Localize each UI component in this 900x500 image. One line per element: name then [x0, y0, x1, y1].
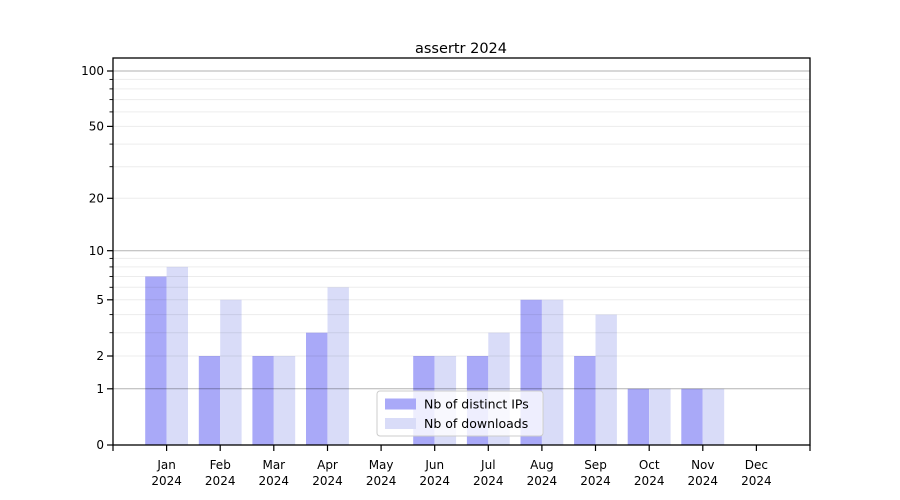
x-tick-label-year: 2024 — [741, 474, 772, 488]
x-tick-label-year: 2024 — [151, 474, 182, 488]
bar-downloads-nov — [702, 388, 725, 445]
axes-layer — [107, 57, 811, 451]
bar-downloads-aug — [541, 299, 564, 445]
bar-downloads-sep — [595, 314, 617, 445]
legend: Nb of distinct IPs Nb of downloads — [376, 390, 544, 437]
axis-labels-layer: 0 1 2 5 10 20 50 100 Jan 2024 Feb 2024 Mar 2024 Apr 202… — [81, 64, 772, 488]
y-tick-label: 2 — [96, 349, 104, 363]
bar-distinct-ips-apr — [306, 332, 328, 445]
y-tick-label: 50 — [89, 120, 104, 134]
x-tick-label-month: Jun — [424, 458, 444, 472]
y-tick-label: 1 — [96, 382, 104, 396]
plot-border — [112, 57, 811, 446]
x-tick-label-year: 2024 — [580, 474, 611, 488]
x-tick-label-year: 2024 — [473, 474, 504, 488]
bar-distinct-ips-sep — [574, 356, 596, 445]
x-tick-label-month: Jul — [480, 458, 495, 472]
bar-distinct-ips-mar — [252, 356, 274, 445]
bar-distinct-ips-feb — [198, 356, 221, 445]
legend-box — [376, 390, 544, 437]
y-tick-label: 10 — [89, 244, 104, 258]
bar-distinct-ips-nov — [681, 388, 703, 445]
x-tick-label-year: 2024 — [634, 474, 665, 488]
x-tick-label-month: Nov — [691, 458, 714, 472]
bar-downloads-oct — [649, 388, 671, 445]
bar-downloads-mar — [273, 356, 296, 445]
x-tick-label-month: Feb — [210, 458, 231, 472]
x-tick-label-month: May — [369, 458, 394, 472]
x-tick-label-month: Oct — [639, 458, 660, 472]
chart-title: assertr 2024 — [415, 41, 507, 57]
gridlines-layer — [113, 70, 810, 390]
bar-downloads-feb — [220, 299, 242, 445]
x-tick-label-month: Apr — [317, 458, 338, 472]
x-tick-label-year: 2024 — [259, 474, 290, 488]
bar-downloads-apr — [327, 287, 349, 445]
legend-label: Nb of distinct IPs — [424, 396, 529, 411]
x-tick-label-year: 2024 — [205, 474, 236, 488]
x-tick-label-month: Dec — [745, 458, 768, 472]
x-tick-label-month: Sep — [584, 458, 607, 472]
y-tick-label: 100 — [81, 64, 104, 78]
x-tick-label-year: 2024 — [312, 474, 343, 488]
x-tick-label-year: 2024 — [688, 474, 719, 488]
y-tick-label: 20 — [89, 192, 104, 206]
bar-distinct-ips-jan — [145, 276, 167, 445]
x-tick-label-year: 2024 — [366, 474, 397, 488]
y-tick-label: 0 — [96, 438, 104, 452]
legend-label: Nb of downloads — [424, 416, 528, 431]
y-tick-label: 5 — [96, 293, 104, 307]
x-tick-label-month: Aug — [530, 458, 553, 472]
x-tick-label-year: 2024 — [419, 474, 450, 488]
legend-swatch — [385, 418, 416, 429]
bar-downloads-jan — [166, 266, 188, 445]
legend-swatch — [385, 398, 416, 410]
x-tick-label-year: 2024 — [527, 474, 558, 488]
bar-distinct-ips-oct — [627, 388, 650, 445]
x-tick-label-month: Jan — [156, 458, 176, 472]
x-tick-label-month: Mar — [262, 458, 285, 472]
